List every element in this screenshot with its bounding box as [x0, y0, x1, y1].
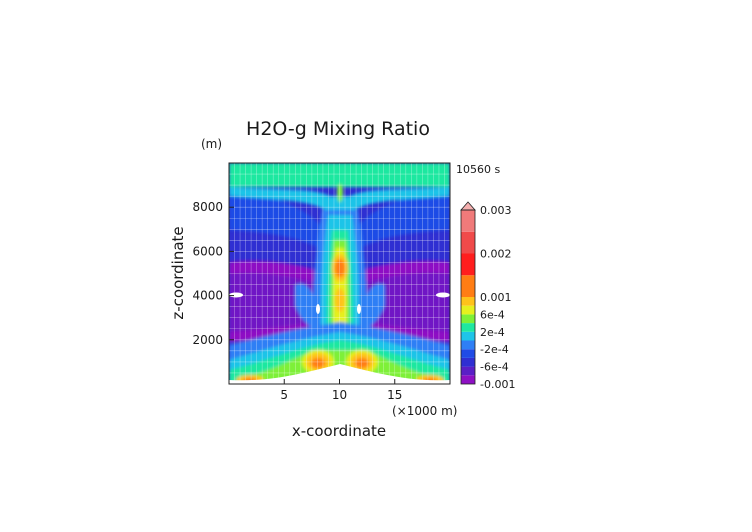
colorbar-band [461, 253, 475, 276]
colorbar [460, 201, 476, 385]
colorbar-band [461, 357, 475, 367]
y-tick-label: 6000 [192, 244, 223, 258]
colorbar-tick-label: -0.001 [480, 378, 515, 391]
x-axis-label: x-coordinate [292, 422, 386, 440]
y-tick-label: 4000 [192, 289, 223, 303]
y-tick-label: 8000 [192, 200, 223, 214]
colorbar-tick-label: -2e-4 [480, 343, 509, 356]
contour-field [229, 163, 450, 384]
colorbar-tick-label: 0.003 [480, 204, 512, 217]
x-tick-label: 15 [387, 388, 402, 402]
colorbar-band [461, 231, 475, 254]
colorbar-band [461, 314, 475, 324]
colorbar-top-arrow [460, 201, 476, 211]
colorbar-tick-label: -6e-4 [480, 361, 509, 374]
y-axis-label: z-coordinate [169, 226, 187, 319]
colorbar-band [461, 375, 475, 384]
colorbar-band [461, 366, 475, 376]
y-tick-label: 2000 [192, 333, 223, 347]
colorbar-tick-label: 0.002 [480, 248, 512, 261]
colorbar-band [461, 331, 475, 341]
colorbar-band [461, 349, 475, 358]
colorbar-band [461, 340, 475, 350]
x-tick-label: 5 [280, 388, 288, 402]
y-unit-label: (m) [201, 137, 222, 151]
x-unit-label: (×1000 m) [392, 404, 457, 418]
colorbar-tick-label: 6e-4 [480, 308, 505, 321]
grid [229, 163, 450, 384]
colorbar-tick-label: 0.001 [480, 291, 512, 304]
colorbar-band [461, 275, 475, 297]
colorbar-band [461, 297, 475, 306]
colorbar-frame [460, 209, 476, 385]
chart-title: H2O-g Mixing Ratio [246, 118, 430, 140]
colorbar-band [461, 210, 475, 232]
time-label: 10560 s [456, 163, 500, 176]
x-tick-label: 10 [332, 388, 347, 402]
colorbar-band [461, 323, 475, 332]
colorbar-band [461, 305, 475, 315]
colorbar-tick-label: 2e-4 [480, 326, 505, 339]
